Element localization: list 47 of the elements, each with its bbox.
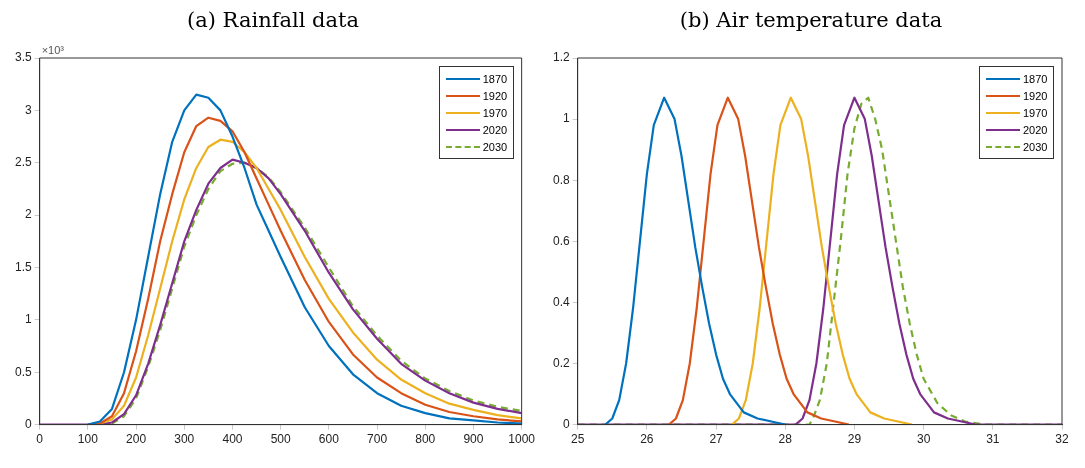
- legend-label: 1970: [1023, 106, 1048, 119]
- x-tick-label: 1000: [508, 432, 536, 447]
- x-tick-label: 28: [778, 432, 793, 447]
- legend-label: 1920: [1023, 89, 1048, 102]
- y-tick-label: 0.2: [552, 355, 570, 370]
- y-tick-label: 1: [562, 111, 570, 126]
- text: ×10³: [41, 43, 65, 56]
- x-tick-label: 25: [571, 432, 585, 447]
- legend-label: 1920: [482, 89, 508, 102]
- x-tick-label: 100: [77, 432, 99, 447]
- x-tick-label: 26: [640, 432, 654, 447]
- y-tick-label: 1: [24, 312, 32, 327]
- y-tick-label: 0.8: [552, 172, 570, 187]
- x-tick-label: 800: [415, 432, 436, 447]
- x-tick-label: 700: [367, 432, 388, 447]
- x-tick-label: 300: [174, 432, 195, 447]
- x-tick-label: 30: [916, 432, 931, 447]
- x-tick-label: 31: [986, 432, 1000, 447]
- legend-label: 1970: [482, 106, 508, 119]
- y-tick-label: 1.5: [14, 259, 32, 274]
- y-tick-label: 0.6: [552, 233, 570, 248]
- x-tick-label: 27: [709, 432, 724, 447]
- legend-label: 2030: [482, 140, 508, 153]
- x-tick-label: 29: [847, 432, 862, 447]
- x-tick-label: 200: [126, 432, 147, 447]
- legend-label: 1870: [482, 72, 508, 85]
- legend-label: 2030: [1023, 140, 1048, 153]
- x-tick-label: 500: [270, 432, 291, 447]
- legend-label: 2020: [1023, 123, 1048, 136]
- x-tick-label: 900: [463, 432, 484, 447]
- x-tick-label: 400: [222, 432, 243, 447]
- x-tick-label: 32: [1055, 432, 1069, 447]
- chart-title: (b) Air temperature data: [678, 8, 944, 34]
- y-tick-label: 3: [24, 102, 32, 117]
- y-tick-label: 0.4: [552, 294, 570, 309]
- y-tick-label: 1.2: [552, 50, 570, 65]
- legend-label: 2020: [482, 123, 508, 136]
- x-tick-label: 0: [36, 432, 44, 447]
- chart-title: (a) Rainfall data: [186, 8, 360, 34]
- y-tick-label: 3.5: [14, 50, 32, 65]
- x-tick-label: 600: [318, 432, 340, 447]
- y-tick-label: 2.5: [14, 155, 32, 170]
- y-tick-label: 2: [24, 207, 32, 222]
- y-tick-label: 0.5: [14, 364, 32, 379]
- y-tick-label: 0: [562, 416, 570, 431]
- legend-label: 1870: [1023, 72, 1048, 85]
- y-tick-label: 0: [24, 416, 32, 431]
